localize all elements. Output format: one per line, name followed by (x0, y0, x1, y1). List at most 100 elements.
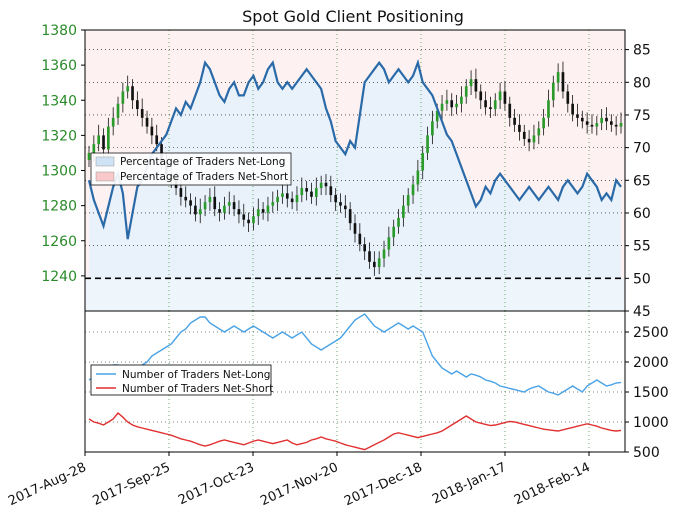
price-tick-label: 1340 (41, 93, 77, 109)
candle-body (561, 72, 565, 92)
candle-body (445, 100, 449, 104)
candle-body (184, 196, 188, 201)
candle-body (131, 86, 134, 101)
candle-body (242, 214, 246, 220)
candle-body (179, 188, 183, 197)
candle-body (474, 79, 478, 92)
candle-body (363, 244, 367, 252)
candle-body (305, 188, 308, 192)
percent-tick-label: 65 (633, 173, 651, 189)
percent-tick-label: 70 (633, 141, 651, 157)
candle-body (314, 188, 318, 197)
candle-body (252, 216, 255, 224)
candle-body (87, 152, 91, 160)
candle-body (508, 103, 512, 118)
candle-body (576, 114, 579, 118)
candle-body (619, 123, 623, 127)
candle-body (387, 237, 391, 250)
candle-body (542, 117, 545, 129)
candle-body (281, 193, 284, 197)
candle-body (522, 131, 526, 139)
candle-body (150, 126, 154, 136)
candle-body (455, 103, 458, 108)
candle-body (595, 123, 599, 127)
candle-body (271, 202, 275, 206)
count-tick-label: 2000 (633, 355, 669, 371)
candle-body (256, 209, 260, 217)
legend-swatch (95, 156, 115, 167)
price-tick-label: 1280 (41, 199, 77, 215)
candle-body (600, 117, 603, 124)
candle-body (107, 126, 110, 150)
price-tick-label: 1360 (41, 58, 77, 74)
candle-body (126, 86, 130, 92)
candle-body (194, 205, 197, 215)
percent-tick-label: 80 (633, 75, 651, 91)
candle-body (121, 91, 125, 104)
x-tick-label: 2017-Nov-20 (258, 460, 340, 509)
price-tick-label: 1380 (41, 23, 77, 39)
candle-body (498, 91, 502, 101)
legend-label: Percentage of Traders Net-Long (120, 156, 285, 168)
bottom-legend-box (90, 364, 272, 396)
bottom-panel-frame (84, 310, 626, 453)
candle-body (460, 96, 463, 104)
candle-body (102, 135, 105, 150)
candle-body (377, 258, 381, 268)
candle-body (464, 86, 468, 97)
candle-body (537, 128, 541, 136)
count-tick-label: 2500 (633, 325, 669, 341)
candle-body (261, 209, 265, 213)
percent-tick-label: 55 (633, 239, 651, 255)
candle-body (580, 117, 584, 122)
count-net-short-line (88, 411, 622, 451)
candle-body (368, 251, 371, 262)
legend-label: Number of Traders Net-Short (122, 383, 273, 395)
x-tick-label: 2018-Jan-17 (430, 460, 509, 507)
top-panel: 45 50 55 60 65 70 75 80 85 1240 1260 1280 1300 1320 13… (41, 23, 651, 452)
candle-body (266, 205, 270, 213)
candle-body (324, 182, 328, 187)
candle-body (489, 107, 492, 110)
top-legend: Percentage of Traders Net-Long Percentage… (90, 152, 292, 186)
candle-body (136, 100, 139, 110)
candle-body (116, 103, 120, 118)
candle-body (493, 100, 497, 110)
candle-body (329, 186, 333, 196)
candle-body (111, 117, 115, 127)
candle-body (373, 261, 376, 268)
x-tick-label: 2017-Aug-28 (6, 460, 89, 509)
candle-body (285, 193, 289, 199)
candle-body (382, 249, 386, 259)
count-tick-label: 1500 (633, 385, 669, 401)
candle-body (532, 135, 536, 143)
candle-body (484, 100, 487, 108)
candle-body (392, 226, 396, 238)
candle-body (609, 121, 613, 125)
candle-body (513, 117, 516, 125)
x-tick-label: 2017-Oct-23 (176, 460, 257, 508)
candle-body (290, 198, 294, 203)
candle-body (155, 135, 159, 145)
candle-body (145, 117, 149, 127)
candle-body (213, 196, 217, 210)
x-tick-label: 2017-Dec-18 (342, 460, 425, 509)
candle-body (237, 209, 241, 215)
candle-body (590, 124, 594, 127)
candle-body (397, 217, 400, 227)
candle-body (276, 196, 279, 203)
below-50-background (85, 278, 625, 311)
percent-tick-label: 50 (633, 271, 651, 287)
candle-body (426, 135, 429, 153)
legend-label: Percentage of Traders Net-Short (120, 171, 288, 183)
candle-body (406, 195, 410, 206)
candle-body (223, 205, 226, 213)
legend-label: Number of Traders Net-Long (122, 369, 270, 381)
candle-body (198, 209, 202, 215)
candle-body (479, 91, 483, 101)
candle-body (203, 202, 207, 210)
x-axis: 2017-Aug-28 2017-Sep-25 2017-Oct-23 2017-No… (6, 452, 593, 509)
candle-body (227, 202, 231, 206)
candle-body (431, 121, 434, 136)
candle-body (614, 124, 618, 127)
